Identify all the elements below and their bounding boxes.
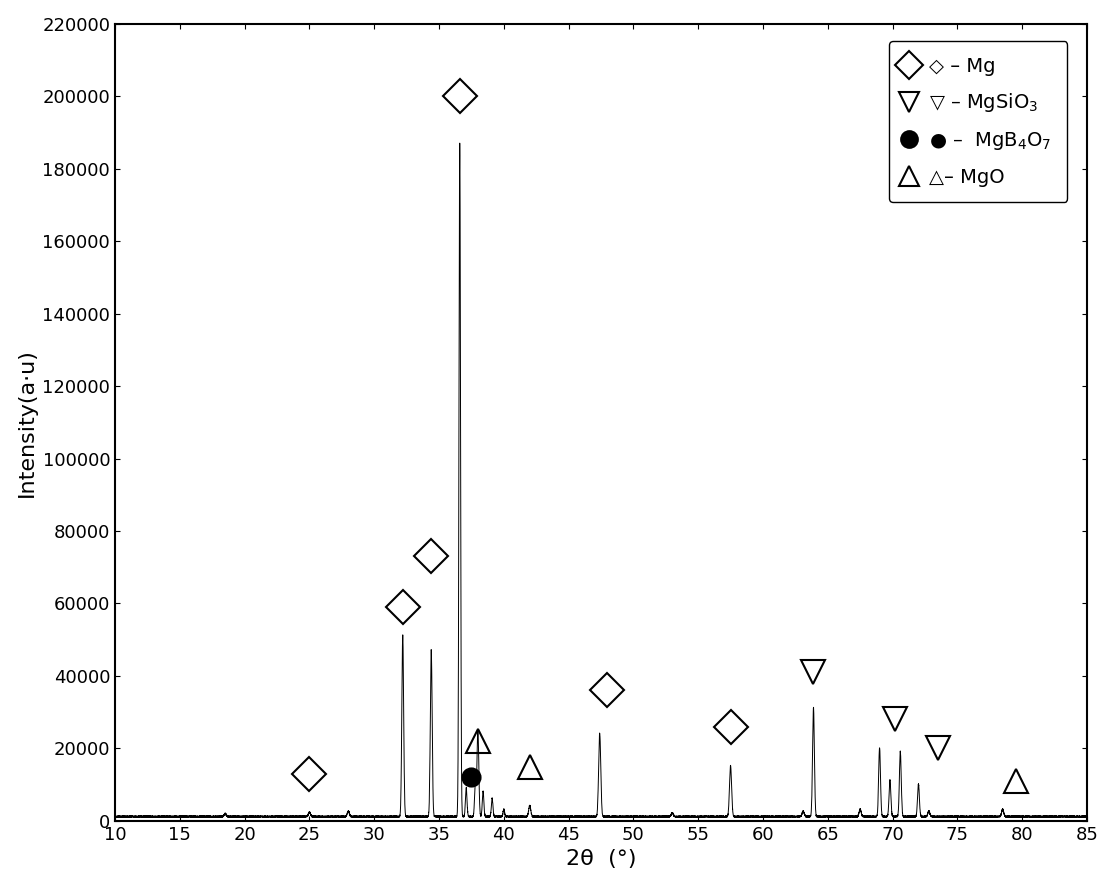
Legend: ◇ – Mg, ▽ – MgSiO$_3$, ● –  MgB$_4$O$_7$, △– MgO: ◇ – Mg, ▽ – MgSiO$_3$, ● – MgB$_4$O$_7$,… (889, 42, 1067, 202)
X-axis label: 2θ  (°): 2θ (°) (565, 850, 637, 869)
Y-axis label: Intensity(a·u): Intensity(a·u) (17, 348, 37, 497)
